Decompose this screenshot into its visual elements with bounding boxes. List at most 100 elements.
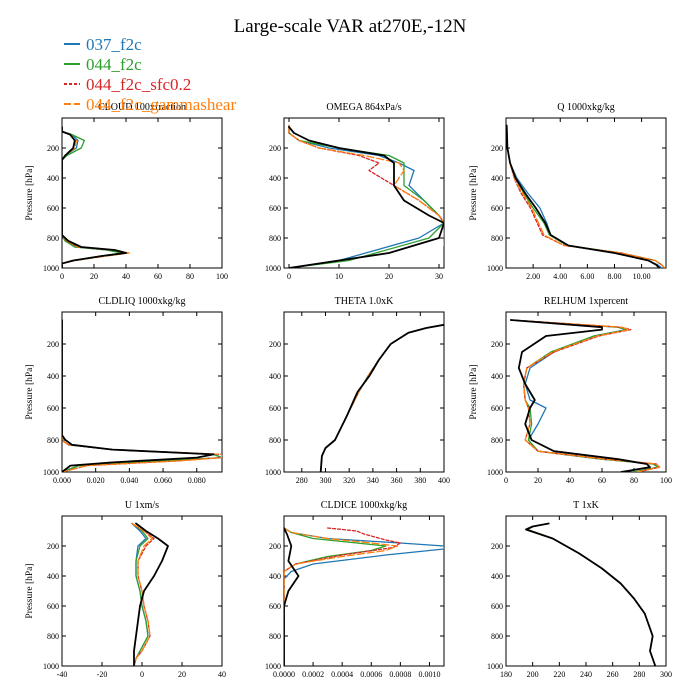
x-tick-label: 0.0004 <box>331 670 353 679</box>
y-tick-label: 1000 <box>265 264 281 273</box>
y-tick-label: 200 <box>269 144 281 153</box>
series-group <box>284 527 444 666</box>
y-tick-label: 200 <box>491 144 503 153</box>
x-tick-label: 80 <box>186 272 194 281</box>
y-tick-label: 600 <box>269 204 281 213</box>
x-tick-label: 200 <box>527 670 539 679</box>
x-tick-label: 0.080 <box>188 476 206 485</box>
y-axis-label: Pressure [hPa] <box>25 364 35 419</box>
x-tick-label: 40 <box>566 476 574 485</box>
series-line-4 <box>284 527 399 666</box>
y-axis-label: Pressure [hPa] <box>25 563 35 618</box>
panel-title: Q 1000xkg/kg <box>557 102 615 113</box>
x-tick-label: 320 <box>343 476 355 485</box>
x-tick-label: 280 <box>296 476 308 485</box>
y-tick-label: 200 <box>47 340 59 349</box>
x-tick-label: 8.00 <box>607 272 621 281</box>
legend-label: 044_f2c_sfc0.2 <box>86 75 191 94</box>
series-line-2 <box>288 124 444 268</box>
y-tick-label: 800 <box>269 234 281 243</box>
plot-frame <box>505 117 667 269</box>
y-tick-label: 800 <box>491 234 503 243</box>
plot-frame <box>283 515 445 667</box>
y-axis-label: Pressure [hPa] <box>25 165 35 220</box>
series-group <box>131 522 169 666</box>
x-tick-label: 260 <box>607 670 619 679</box>
x-tick-label: 380 <box>414 476 426 485</box>
series-group <box>509 319 661 472</box>
y-tick-label: 800 <box>47 436 59 445</box>
x-tick-label: 0.040 <box>120 476 138 485</box>
x-tick-label: 180 <box>500 670 512 679</box>
series-group <box>288 124 444 268</box>
x-tick-label: 80 <box>630 476 638 485</box>
y-axis-label: Pressure [hPa] <box>469 364 479 419</box>
x-tick-label: 300 <box>660 670 672 679</box>
x-tick-label: 240 <box>580 670 592 679</box>
series-line-5 <box>62 319 215 472</box>
y-tick-label: 400 <box>269 174 281 183</box>
y-tick-label: 800 <box>269 436 281 445</box>
y-tick-label: 1000 <box>265 662 281 671</box>
x-tick-label: 2.00 <box>526 272 540 281</box>
x-tick-label: 6.00 <box>580 272 594 281</box>
y-tick-label: 200 <box>47 144 59 153</box>
series-line-5 <box>133 522 169 666</box>
y-tick-label: 800 <box>269 632 281 641</box>
x-tick-label: 300 <box>319 476 331 485</box>
series-line-5 <box>62 126 127 268</box>
y-tick-label: 600 <box>269 404 281 413</box>
panel-title: U 1xm/s <box>125 500 159 511</box>
panel-title: CLOUD 100xfraction <box>98 102 186 113</box>
x-tick-label: 340 <box>367 476 379 485</box>
panel-5: THETA 1.0xK 200 400 600 800 1000 280 300 320 340 3… <box>265 296 450 485</box>
plot-frame <box>61 117 223 269</box>
y-tick-label: 600 <box>269 602 281 611</box>
series-line-4 <box>131 522 153 666</box>
x-tick-label: 20 <box>90 272 98 281</box>
x-tick-label: 60 <box>154 272 162 281</box>
x-tick-label: 0.020 <box>87 476 105 485</box>
y-tick-label: 800 <box>47 234 59 243</box>
y-tick-label: 400 <box>491 174 503 183</box>
panel-title: THETA 1.0xK <box>335 296 394 307</box>
x-tick-label: 0 <box>60 272 64 281</box>
x-tick-label: 280 <box>633 670 645 679</box>
legend: 037_f2c044_f2c044_f2c_sfc0.2044_f2c_gamm… <box>64 35 236 114</box>
y-tick-label: 800 <box>491 632 503 641</box>
x-tick-label: 0.060 <box>154 476 172 485</box>
series-line-5 <box>319 323 444 472</box>
panel-title: CLDLIQ 1000xkg/kg <box>99 296 186 307</box>
series-line-5 <box>506 124 661 268</box>
series-group <box>506 124 666 268</box>
x-tick-label: 60 <box>598 476 606 485</box>
y-tick-label: 600 <box>491 602 503 611</box>
x-tick-label: 40 <box>122 272 130 281</box>
x-tick-label: 0.0010 <box>418 670 440 679</box>
x-tick-label: 220 <box>553 670 565 679</box>
x-tick-label: 40 <box>218 670 226 679</box>
panel-title: T 1xK <box>573 500 599 511</box>
x-tick-label: 100 <box>660 476 672 485</box>
y-tick-label: 400 <box>269 372 281 381</box>
y-tick-label: 200 <box>491 340 503 349</box>
x-tick-label: 30 <box>435 272 443 281</box>
y-tick-label: 1000 <box>487 264 503 273</box>
x-tick-label: 4.00 <box>553 272 567 281</box>
y-tick-label: 200 <box>491 542 503 551</box>
x-tick-label: 20 <box>178 670 186 679</box>
y-tick-label: 200 <box>269 542 281 551</box>
y-tick-label: 800 <box>47 632 59 641</box>
series-line-5 <box>288 126 444 268</box>
y-tick-label: 400 <box>47 174 59 183</box>
plot-frame <box>61 311 223 473</box>
x-tick-label: 0 <box>504 476 508 485</box>
series-line-2 <box>131 522 149 666</box>
y-tick-label: 1000 <box>487 468 503 477</box>
series-group <box>525 522 657 666</box>
